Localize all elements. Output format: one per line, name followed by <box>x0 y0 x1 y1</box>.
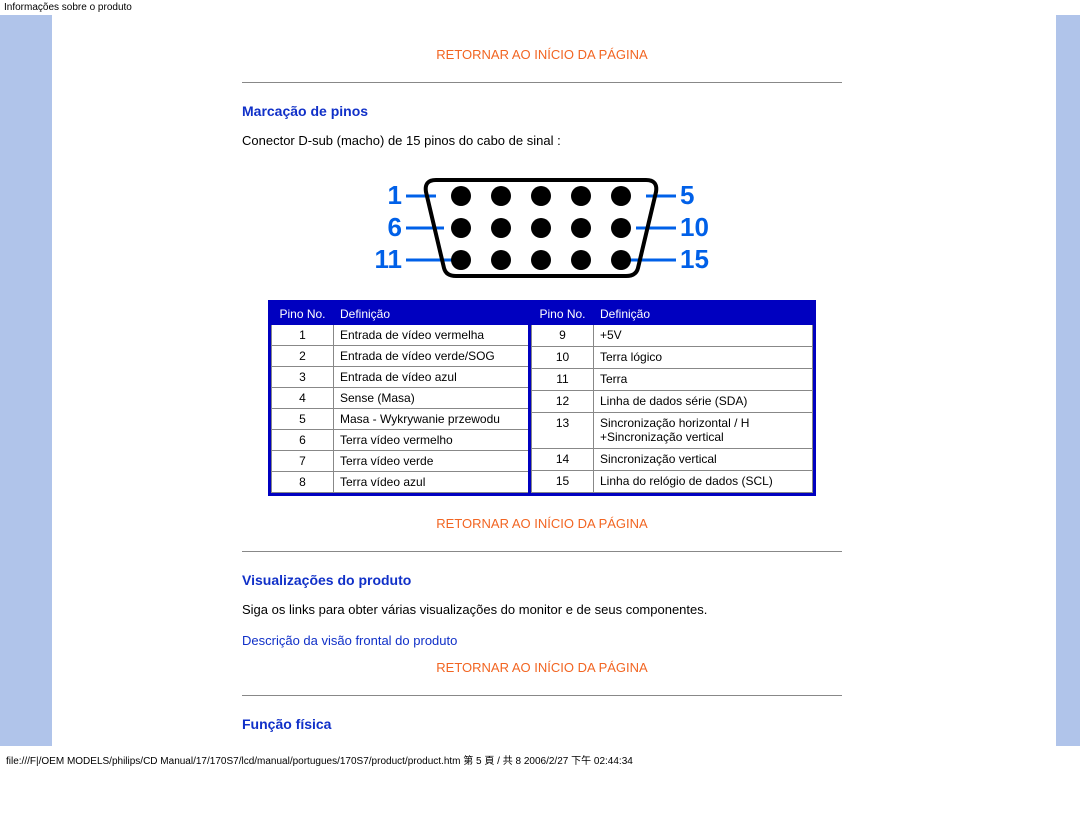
pin-definition: +5V <box>594 325 813 347</box>
product-views-desc: Siga os links para obter várias visualiz… <box>242 602 842 617</box>
footer-path: file:///F|/OEM MODELS/philips/CD Manual/… <box>0 750 1080 769</box>
table-row: 11Terra <box>532 368 813 390</box>
pin-number: 4 <box>272 388 334 409</box>
th-pinno: Pino No. <box>532 304 594 325</box>
pin-number: 10 <box>532 346 594 368</box>
table-row: 12Linha de dados série (SDA) <box>532 390 813 412</box>
th-def: Definição <box>334 304 530 325</box>
pin-assignment-desc: Conector D-sub (macho) de 15 pinos do ca… <box>242 133 842 148</box>
inner-content: RETORNAR AO INÍCIO DA PÁGINA Marcação de… <box>242 15 842 732</box>
heading-product-views: Visualizações do produto <box>242 572 842 588</box>
heading-physical-fn: Função física <box>242 716 842 732</box>
table-row: 6Terra vídeo vermelho <box>272 430 530 451</box>
table-row: 7Terra vídeo verde <box>272 451 530 472</box>
pin-table: Pino No. Definição 1Entrada de vídeo ver… <box>268 300 816 496</box>
connector-diagram: 1 6 11 5 10 15 <box>242 164 842 284</box>
pin-table-right: Pino No. Definição 9+5V10Terra lógico11T… <box>531 303 813 493</box>
table-row: 10Terra lógico <box>532 346 813 368</box>
pin-table-left: Pino No. Definição 1Entrada de vídeo ver… <box>271 303 531 493</box>
return-top-link-3[interactable]: RETORNAR AO INÍCIO DA PÁGINA <box>242 660 842 675</box>
pin-label-15: 15 <box>680 244 709 274</box>
pin-definition: Terra lógico <box>594 346 813 368</box>
divider <box>242 695 842 696</box>
pin-definition: Terra vídeo azul <box>334 472 530 493</box>
pin-number: 13 <box>532 412 594 449</box>
pin-definition: Terra vídeo verde <box>334 451 530 472</box>
pin-label-6: 6 <box>388 212 402 242</box>
pin-number: 2 <box>272 346 334 367</box>
pin-definition: Terra <box>594 368 813 390</box>
pin-number: 15 <box>532 471 594 493</box>
pin-number: 3 <box>272 367 334 388</box>
table-row: 5Masa - Wykrywanie przewodu <box>272 409 530 430</box>
table-row: 3Entrada de vídeo azul <box>272 367 530 388</box>
pin-number: 5 <box>272 409 334 430</box>
pin-definition: Entrada de vídeo verde/SOG <box>334 346 530 367</box>
table-row: 15Linha do relógio de dados (SCL) <box>532 471 813 493</box>
return-top-link-1[interactable]: RETORNAR AO INÍCIO DA PÁGINA <box>242 47 842 62</box>
pin-definition: Sense (Masa) <box>334 388 530 409</box>
divider <box>242 82 842 83</box>
dsub-svg: 1 6 11 5 10 15 <box>362 164 722 284</box>
page-title-bar: Informações sobre o produto <box>0 0 1080 15</box>
pin-definition: Sincronização horizontal / H +Sincroniza… <box>594 412 813 449</box>
pin-definition: Linha do relógio de dados (SCL) <box>594 471 813 493</box>
pin-number: 1 <box>272 325 334 346</box>
pin-label-11: 11 <box>375 244 403 274</box>
th-def: Definição <box>594 304 813 325</box>
heading-pin-assignment: Marcação de pinos <box>242 103 842 119</box>
pin-number: 6 <box>272 430 334 451</box>
return-top-link-2[interactable]: RETORNAR AO INÍCIO DA PÁGINA <box>242 516 842 531</box>
left-margin <box>0 15 52 746</box>
table-row: 13Sincronização horizontal / H +Sincroni… <box>532 412 813 449</box>
pin-number: 8 <box>272 472 334 493</box>
divider <box>242 551 842 552</box>
pin-number: 7 <box>272 451 334 472</box>
table-row: 14Sincronização vertical <box>532 449 813 471</box>
table-row: 1Entrada de vídeo vermelha <box>272 325 530 346</box>
pin-definition: Linha de dados série (SDA) <box>594 390 813 412</box>
table-row: 9+5V <box>532 325 813 347</box>
pin-definition: Entrada de vídeo azul <box>334 367 530 388</box>
pin-definition: Sincronização vertical <box>594 449 813 471</box>
front-view-link[interactable]: Descrição da visão frontal do produto <box>242 633 842 648</box>
pin-label-1: 1 <box>388 180 402 210</box>
table-row: 2Entrada de vídeo verde/SOG <box>272 346 530 367</box>
pin-definition: Masa - Wykrywanie przewodu <box>334 409 530 430</box>
pin-definition: Entrada de vídeo vermelha <box>334 325 530 346</box>
pin-number: 12 <box>532 390 594 412</box>
pin-number: 14 <box>532 449 594 471</box>
pin-number: 9 <box>532 325 594 347</box>
pin-definition: Terra vídeo vermelho <box>334 430 530 451</box>
page-layout: RETORNAR AO INÍCIO DA PÁGINA Marcação de… <box>0 15 1080 746</box>
right-margin <box>1056 15 1080 746</box>
pin-label-5: 5 <box>680 180 694 210</box>
pin-label-10: 10 <box>680 212 709 242</box>
th-pinno: Pino No. <box>272 304 334 325</box>
table-row: 4Sense (Masa) <box>272 388 530 409</box>
table-row: 8Terra vídeo azul <box>272 472 530 493</box>
content-area: RETORNAR AO INÍCIO DA PÁGINA Marcação de… <box>52 15 1056 746</box>
pin-number: 11 <box>532 368 594 390</box>
